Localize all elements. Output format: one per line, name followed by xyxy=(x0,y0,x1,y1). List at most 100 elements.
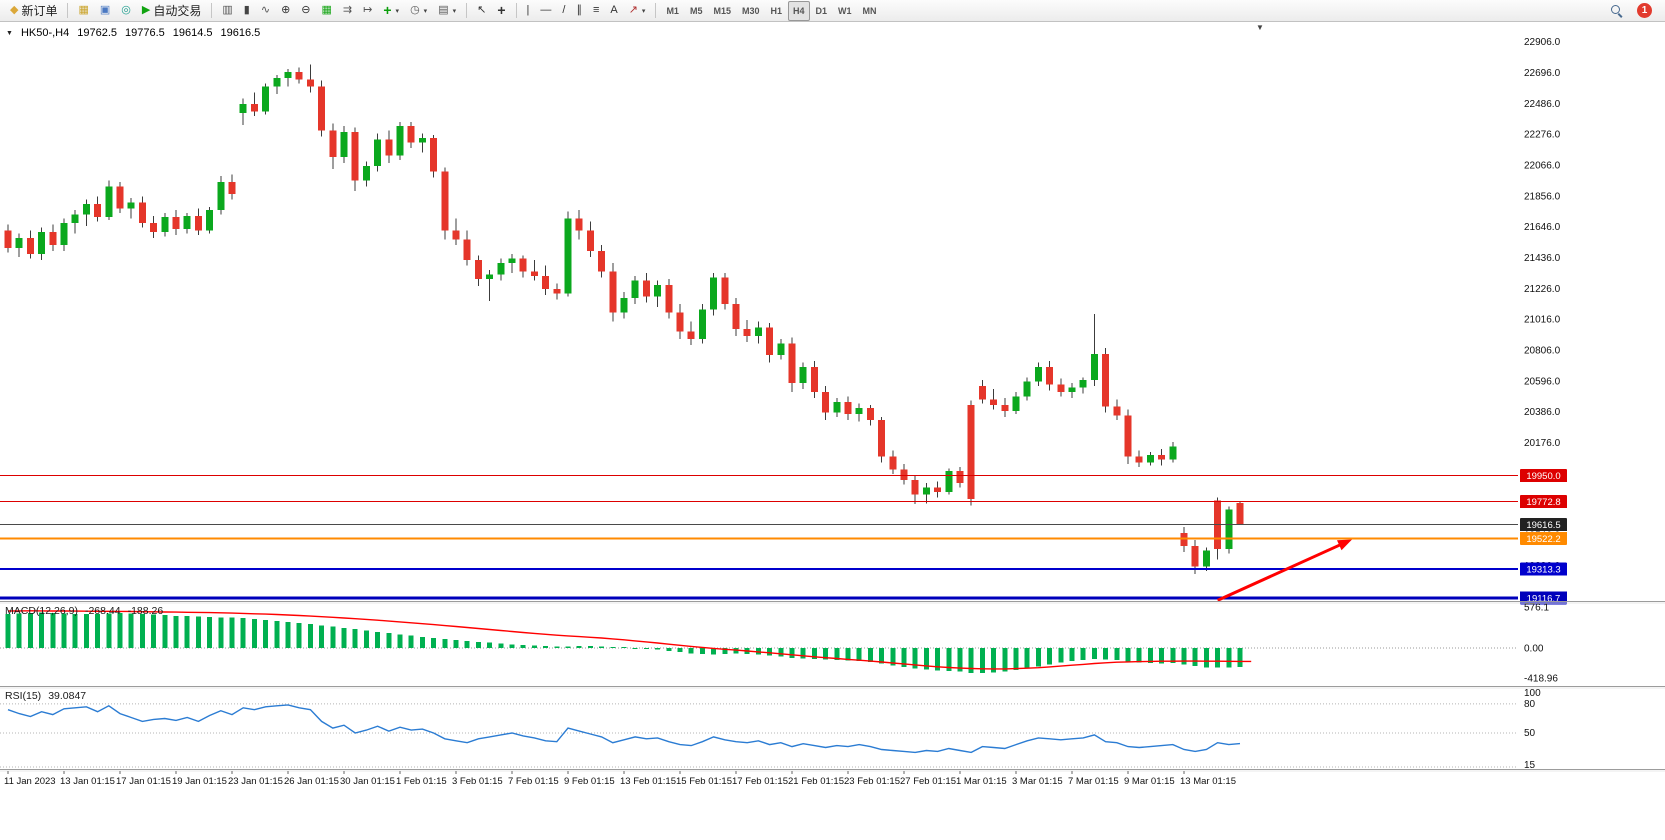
vertical-line-icon: | xyxy=(526,4,530,16)
timeframe-m1-button[interactable]: M1 xyxy=(661,1,684,21)
rsi-label: RSI(15) 39.0847 xyxy=(5,690,86,702)
market-watch-icon: ▣ xyxy=(99,4,111,16)
svg-text:20386.0: 20386.0 xyxy=(1524,407,1561,418)
panel-separator[interactable] xyxy=(0,686,1665,687)
timeframe-m5-button-label: M5 xyxy=(689,5,703,16)
svg-text:19313.3: 19313.3 xyxy=(1526,565,1560,576)
trendline-button[interactable]: / xyxy=(557,1,570,21)
price-axis[interactable]: 22906.0 22696.0 22486.0 22276.0 22066.0 21856… xyxy=(1520,37,1567,605)
svg-text:13 Mar 01:15: 13 Mar 01:15 xyxy=(1180,776,1236,787)
price-badge: 19950.0 xyxy=(1520,469,1567,483)
crosshair-button[interactable]: + xyxy=(492,1,510,21)
timeframe-w1-button-label: W1 xyxy=(838,5,852,16)
rsi-axis-label: 100 xyxy=(1524,688,1541,699)
timeframe-h1-button[interactable]: H1 xyxy=(766,1,788,21)
macd-value: -268.44 xyxy=(84,605,121,617)
timeframe-mn-button[interactable]: MN xyxy=(858,1,882,21)
community-button[interactable]: ◎ xyxy=(116,1,136,21)
svg-text:22486.0: 22486.0 xyxy=(1524,99,1561,110)
fibonacci-button[interactable]: ≡ xyxy=(588,1,604,21)
bar-chart-button[interactable]: ▥ xyxy=(217,1,237,21)
svg-text:23 Jan 01:15: 23 Jan 01:15 xyxy=(228,776,283,787)
candlestick-icon: ▮ xyxy=(243,4,250,16)
crosshair-icon: + xyxy=(497,1,506,18)
timeframe-m30-button[interactable]: M30 xyxy=(737,1,765,21)
templates-button[interactable]: ▤ ▾ xyxy=(433,1,461,21)
add-indicator-icon: + xyxy=(383,1,392,18)
search-button[interactable] xyxy=(1605,1,1628,21)
svg-text:21436.0: 21436.0 xyxy=(1524,253,1561,264)
svg-text:7 Feb 01:15: 7 Feb 01:15 xyxy=(508,776,559,787)
timeframe-d1-button-label: D1 xyxy=(815,5,828,16)
play-icon: ▶ xyxy=(141,4,151,16)
tile-windows-button[interactable]: ▦ xyxy=(317,1,337,21)
timeframe-w1-button[interactable]: W1 xyxy=(833,1,857,21)
panel-separator[interactable] xyxy=(0,769,1665,770)
svg-text:9 Mar 01:15: 9 Mar 01:15 xyxy=(1124,776,1175,787)
time-axis[interactable]: 11 Jan 2023 13 Jan 01:15 17 Jan 01:15 19 Ja… xyxy=(4,771,1236,787)
trendline-icon: / xyxy=(562,4,566,16)
macd-label: MACD(12,26,9) -268.44 -188.26 xyxy=(5,605,163,617)
market-watch-button[interactable]: ▣ xyxy=(95,1,115,21)
dropdown-caret-icon: ▾ xyxy=(641,7,646,15)
price-badge: 19616.5 xyxy=(1520,518,1567,532)
price-badge: 19522.2 xyxy=(1520,531,1567,545)
open-value: 19762.5 xyxy=(77,27,117,39)
macd-histogram xyxy=(5,612,1243,674)
rsi-value: 39.0847 xyxy=(48,690,87,702)
clock-icon: ◷ xyxy=(410,4,420,16)
timeframe-h4-button[interactable]: H4 xyxy=(788,0,810,21)
toolbar-separator xyxy=(466,3,468,18)
svg-text:17 Jan 01:15: 17 Jan 01:15 xyxy=(116,776,171,787)
chart-window-button[interactable]: ▦ xyxy=(73,1,93,21)
vertical-line-button[interactable]: | xyxy=(522,1,535,21)
auto-scroll-button[interactable]: ⇉ xyxy=(338,1,357,21)
horizontal-line-button[interactable]: — xyxy=(535,1,556,21)
notifications-badge[interactable]: 1 xyxy=(1637,3,1652,18)
trend-arrow-annotation[interactable] xyxy=(1216,539,1352,602)
chart-canvas[interactable]: 22906.0 22696.0 22486.0 22276.0 22066.0 21856… xyxy=(0,22,1665,840)
svg-text:19616.5: 19616.5 xyxy=(1526,520,1560,531)
zoom-in-button[interactable]: ⊕ xyxy=(276,1,295,21)
chart-shift-button[interactable]: ↦ xyxy=(358,1,377,21)
auto-trading-button-label: 自动交易 xyxy=(153,4,202,18)
toolbar-separator xyxy=(655,3,657,18)
macd-signal-line xyxy=(7,610,1252,670)
indicators-button[interactable]: + ▾ xyxy=(378,1,404,21)
dropdown-caret-icon: ▾ xyxy=(395,7,400,15)
svg-text:20806.0: 20806.0 xyxy=(1524,345,1561,356)
channel-button[interactable]: ∥ xyxy=(571,1,587,21)
high-value: 19776.5 xyxy=(125,27,165,39)
chart-window-icon: ▦ xyxy=(78,4,89,16)
macd-axis-label: 576.1 xyxy=(1524,602,1549,613)
periods-button[interactable]: ◷ ▾ xyxy=(405,1,432,21)
svg-text:19772.8: 19772.8 xyxy=(1526,497,1560,508)
svg-text:3 Feb 01:15: 3 Feb 01:15 xyxy=(452,776,503,787)
cursor-button[interactable]: ↖ xyxy=(472,1,491,21)
zoom-out-button[interactable]: ⊖ xyxy=(296,1,315,21)
panel-separator[interactable] xyxy=(0,601,1665,602)
rsi-axis-label: 50 xyxy=(1524,728,1536,739)
timeframe-m15-button[interactable]: M15 xyxy=(708,1,736,21)
auto-scroll-icon: ⇉ xyxy=(342,4,353,16)
bar-chart-icon: ▥ xyxy=(222,4,233,16)
svg-text:3 Mar 01:15: 3 Mar 01:15 xyxy=(1012,776,1063,787)
auto-trading-button[interactable]: ▶ 自动交易 xyxy=(137,1,206,21)
low-value: 19614.5 xyxy=(172,27,213,39)
chart-shift-icon: ↦ xyxy=(363,4,373,16)
candlestick-chart-button[interactable]: ▮ xyxy=(239,1,255,21)
line-chart-button[interactable]: ∿ xyxy=(256,1,275,21)
new-order-button-label: 新订单 xyxy=(21,4,58,18)
macd-axis-label: -418.96 xyxy=(1524,673,1558,684)
symbol-dropdown-icon[interactable]: ▼ xyxy=(6,29,13,37)
timeframe-m5-button[interactable]: M5 xyxy=(685,1,708,21)
text-button[interactable]: A xyxy=(605,1,622,21)
timeframe-d1-button[interactable]: D1 xyxy=(811,1,833,21)
chart-shift-marker-icon[interactable]: ▼ xyxy=(1256,23,1264,32)
fibonacci-icon: ≡ xyxy=(592,4,600,16)
toolbar-separator xyxy=(211,3,213,18)
new-order-button[interactable]: ◆ 新订单 xyxy=(5,1,62,21)
line-chart-icon: ∿ xyxy=(260,4,271,16)
arrows-button[interactable]: ↗ ▾ xyxy=(624,1,651,21)
search-icon xyxy=(1610,4,1623,17)
